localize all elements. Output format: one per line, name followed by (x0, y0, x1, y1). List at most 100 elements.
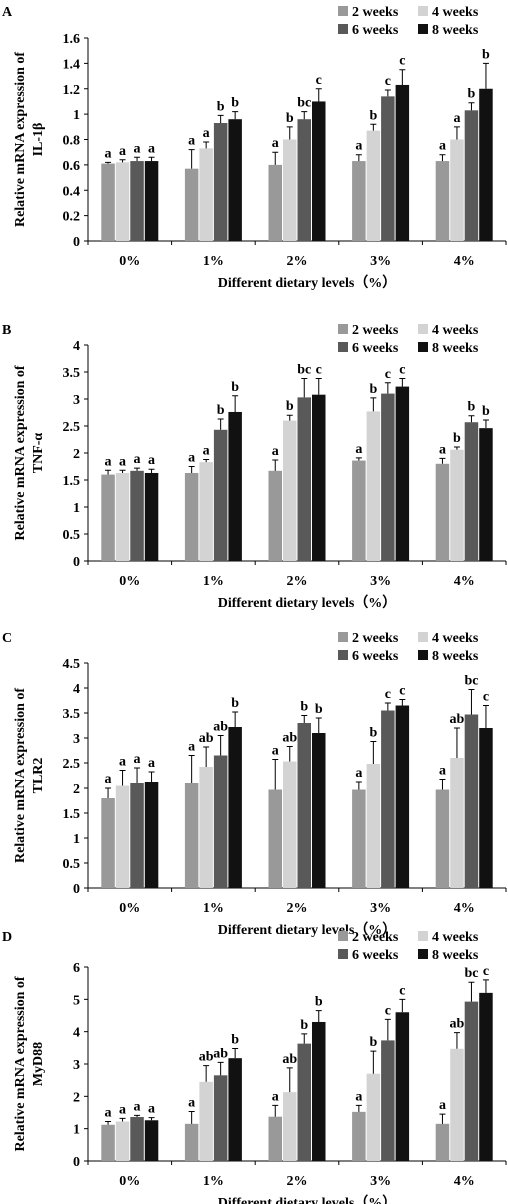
error-bar (134, 467, 141, 471)
x-tick-label: 1% (203, 901, 224, 916)
y-tick-label: 2.5 (63, 420, 81, 435)
error-bar (119, 1117, 126, 1122)
significance-letter: a (272, 136, 279, 151)
error-bar (482, 419, 489, 429)
error-bar (482, 62, 489, 89)
significance-letter: c (399, 684, 405, 699)
bar (435, 161, 450, 241)
significance-letter: bc (464, 674, 478, 689)
bar (479, 728, 493, 888)
y-tick-label: 0.8 (63, 134, 81, 149)
error-bar (468, 981, 475, 1002)
y-axis-label-line: Relative mRNA expression of (13, 976, 28, 1151)
bar (199, 462, 213, 561)
bar (101, 1124, 115, 1161)
x-tick-label: 0% (119, 901, 140, 916)
error-bar (399, 377, 406, 387)
legend-label: 6 weeks (352, 649, 399, 664)
significance-letter: a (105, 454, 112, 469)
significance-letter: b (286, 399, 294, 414)
bar (297, 723, 311, 888)
x-tick-label: 4% (454, 574, 475, 589)
significance-letter: ab (213, 1046, 228, 1061)
legend-label: 2 weeks (352, 631, 399, 646)
bar (283, 1092, 297, 1161)
bar (130, 470, 144, 561)
significance-letter: a (439, 1098, 446, 1113)
error-bar (286, 126, 293, 140)
significance-letter: b (369, 382, 377, 397)
significance-letter: c (385, 367, 391, 382)
x-tick-label: 2% (287, 574, 308, 589)
significance-letter: a (119, 454, 126, 469)
y-tick-label: 1 (73, 832, 80, 847)
y-axis-label-line: Relative mRNA expression of (13, 688, 28, 863)
significance-letter: a (272, 744, 279, 759)
error-bar (148, 468, 155, 473)
legend-swatch (418, 931, 428, 941)
legend-swatch (418, 632, 428, 642)
panel-label: A (2, 5, 13, 20)
significance-letter: a (272, 1089, 279, 1104)
y-axis-label: Relative mRNA expression of TNF-α (13, 365, 46, 540)
bar (268, 1116, 282, 1161)
significance-letter: b (300, 1018, 308, 1033)
error-bar (217, 1061, 224, 1076)
y-tick-label: 4 (73, 682, 80, 697)
panel: D Relative mRNA expression of MyD88 0 1 2 3 4 5 6… (2, 930, 507, 1204)
y-tick-label: 2 (73, 1090, 80, 1105)
error-bar (370, 123, 377, 131)
significance-letter: c (483, 964, 489, 979)
error-bar (148, 156, 155, 162)
significance-letter: b (453, 431, 461, 446)
significance-letter: a (439, 139, 446, 154)
legend-label: 6 weeks (352, 23, 399, 38)
bar (297, 1043, 311, 1161)
significance-letter: b (482, 404, 490, 419)
legend-swatch (338, 632, 348, 642)
x-axis-label: Different dietary levels（%） (218, 275, 397, 291)
x-tick-label: 3% (370, 574, 391, 589)
bar (199, 767, 213, 888)
significance-letter: a (355, 442, 362, 457)
error-bar (315, 377, 322, 395)
significance-letter: ab (450, 1017, 465, 1032)
y-tick-label: 1 (73, 501, 80, 516)
bar (184, 472, 199, 561)
error-bar (439, 779, 446, 790)
x-tick-label: 3% (370, 254, 391, 269)
error-bar (370, 397, 377, 412)
y-axis-label: Relative mRNA expression of MyD88 (13, 976, 46, 1151)
legend-label: 8 weeks (432, 649, 479, 664)
legend-swatch (338, 931, 348, 941)
error-bar (355, 1104, 362, 1112)
legend-swatch (338, 342, 348, 352)
error-bar (399, 998, 406, 1013)
significance-letter: a (203, 126, 210, 141)
significance-letter: a (105, 1106, 112, 1121)
significance-letter: c (385, 1003, 391, 1018)
bar (268, 470, 282, 561)
error-bar (232, 711, 239, 727)
bar (115, 1121, 130, 1161)
bar (283, 139, 297, 241)
bar (450, 1048, 464, 1161)
significance-letter: c (316, 362, 322, 377)
bar (184, 1123, 199, 1161)
error-bar (217, 418, 224, 430)
x-tick-label: 4% (454, 254, 475, 269)
significance-letter: b (231, 96, 239, 111)
y-tick-label: 0.4 (63, 184, 81, 199)
bar (144, 782, 159, 888)
significance-letter: a (148, 453, 155, 468)
significance-letter: a (105, 146, 112, 161)
significance-letter: bc (297, 362, 311, 377)
significance-letter: ab (199, 731, 214, 746)
y-tick-label: 3 (73, 1058, 80, 1073)
bar (283, 420, 297, 561)
bar (312, 394, 326, 561)
y-tick-label: 6 (73, 961, 80, 976)
significance-letter: a (439, 442, 446, 457)
y-tick-label: 0 (73, 555, 80, 570)
